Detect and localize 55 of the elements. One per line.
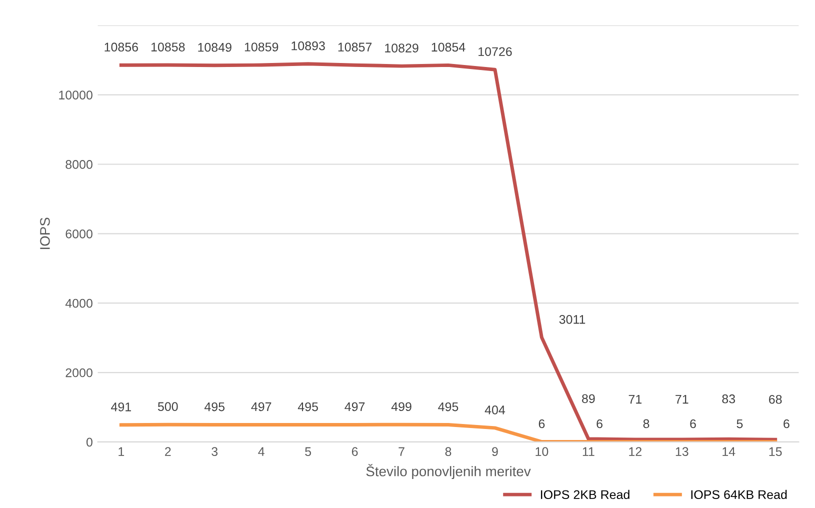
data-label: 3011 <box>559 315 586 324</box>
data-label: 6 <box>690 419 696 428</box>
data-label: 497 <box>251 402 272 412</box>
x-tick-label: 12 <box>629 447 642 456</box>
data-label: 497 <box>344 402 365 412</box>
data-label: 10859 <box>244 42 278 52</box>
data-label: 71 <box>676 394 688 404</box>
data-label: 5 <box>736 419 743 428</box>
x-axis-title: Število ponovljenih meritev <box>366 464 531 480</box>
legend-label: IOPS 64KB Read <box>691 490 787 500</box>
data-label: 6 <box>596 419 602 428</box>
data-label: 10856 <box>104 42 138 52</box>
data-label: 8 <box>643 419 650 428</box>
x-tick-label: 3 <box>212 447 218 456</box>
data-label: 10857 <box>338 42 372 52</box>
data-label: 500 <box>158 402 178 412</box>
x-tick-label: 15 <box>769 447 782 456</box>
x-tick-label: 7 <box>398 447 404 456</box>
y-axis-title: IOPS <box>40 218 50 249</box>
x-tick-label: 8 <box>445 447 452 456</box>
data-label: 10893 <box>292 41 325 50</box>
data-label: 491 <box>111 402 131 412</box>
x-tick-label: 6 <box>352 447 358 456</box>
y-tick-label: 4000 <box>65 298 92 308</box>
data-label: 10829 <box>385 44 418 52</box>
x-tick-label: 14 <box>722 447 736 456</box>
x-tick-label: 1 <box>118 447 124 456</box>
data-label: 10858 <box>151 42 185 52</box>
x-tick-label: 10 <box>536 447 548 456</box>
data-label: 404 <box>484 406 506 414</box>
data-label: 68 <box>769 394 782 404</box>
y-tick-label: 0 <box>86 438 92 447</box>
y-tick-label: 2000 <box>66 368 92 378</box>
data-label: 495 <box>204 402 225 412</box>
x-tick-label: 9 <box>492 447 498 456</box>
data-label: 10854 <box>432 42 466 52</box>
data-label: 6 <box>538 419 545 428</box>
data-label: 83 <box>722 394 736 404</box>
legend-label: IOPS 2KB Read <box>541 490 630 500</box>
x-tick-label: 2 <box>165 447 171 456</box>
x-tick-label: 5 <box>305 447 312 456</box>
data-label: 499 <box>391 402 412 412</box>
data-label: 495 <box>438 402 458 412</box>
y-tick-label: 8000 <box>66 160 92 169</box>
data-label: 10849 <box>198 42 232 52</box>
x-tick-label: 11 <box>582 447 594 456</box>
y-tick-label: 6000 <box>66 229 92 238</box>
y-tick-label: 10000 <box>59 90 92 100</box>
data-label: 495 <box>298 402 318 412</box>
data-label: 6 <box>784 419 790 428</box>
data-label: 71 <box>628 394 642 404</box>
x-tick-label: 13 <box>676 447 688 456</box>
data-label: 10726 <box>478 47 512 56</box>
x-tick-label: 4 <box>258 447 264 456</box>
data-label: 89 <box>582 394 595 404</box>
